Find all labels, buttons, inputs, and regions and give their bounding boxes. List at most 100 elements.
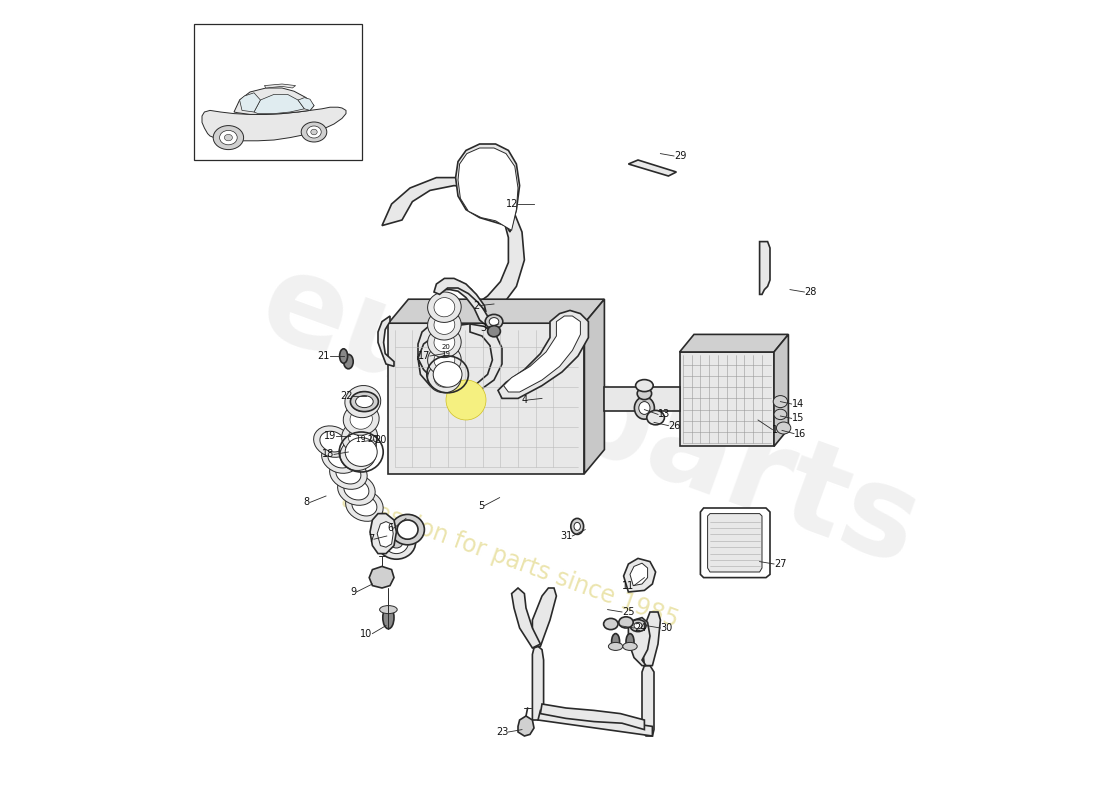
Text: 14: 14	[792, 399, 804, 409]
Ellipse shape	[428, 362, 461, 393]
Ellipse shape	[350, 409, 373, 430]
Text: 18: 18	[321, 450, 334, 459]
Polygon shape	[202, 107, 346, 141]
Ellipse shape	[224, 134, 232, 141]
Polygon shape	[240, 93, 261, 112]
Ellipse shape	[428, 292, 461, 322]
Ellipse shape	[343, 354, 353, 369]
Polygon shape	[370, 566, 394, 588]
Polygon shape	[680, 334, 789, 352]
Ellipse shape	[434, 368, 454, 387]
Ellipse shape	[574, 522, 581, 530]
Ellipse shape	[321, 442, 360, 474]
Ellipse shape	[433, 362, 462, 387]
Polygon shape	[628, 618, 650, 666]
Ellipse shape	[434, 315, 454, 334]
Polygon shape	[264, 84, 296, 88]
Ellipse shape	[623, 642, 637, 650]
Polygon shape	[642, 666, 654, 736]
Ellipse shape	[307, 126, 321, 138]
Ellipse shape	[647, 410, 664, 425]
Text: 13: 13	[658, 410, 670, 419]
Ellipse shape	[301, 122, 327, 142]
Text: 21: 21	[318, 351, 330, 361]
Polygon shape	[498, 310, 588, 398]
Ellipse shape	[384, 531, 408, 554]
Text: 19: 19	[324, 431, 337, 441]
Polygon shape	[707, 514, 762, 572]
Polygon shape	[538, 710, 652, 736]
Ellipse shape	[311, 130, 317, 134]
Text: 22: 22	[340, 391, 352, 401]
Bar	[680, 352, 774, 446]
Bar	[354, 434, 376, 446]
Polygon shape	[458, 148, 518, 230]
Ellipse shape	[328, 447, 353, 468]
Ellipse shape	[352, 391, 374, 412]
Ellipse shape	[619, 617, 634, 628]
Ellipse shape	[340, 438, 376, 470]
Text: 29: 29	[674, 151, 686, 161]
Ellipse shape	[345, 386, 381, 418]
Ellipse shape	[434, 298, 454, 317]
Ellipse shape	[428, 327, 461, 358]
Polygon shape	[630, 563, 648, 586]
Ellipse shape	[397, 520, 418, 539]
Polygon shape	[504, 316, 581, 392]
Text: 24: 24	[634, 623, 647, 633]
Text: 12: 12	[506, 199, 518, 209]
Ellipse shape	[213, 126, 243, 150]
Text: 25: 25	[621, 607, 635, 617]
Polygon shape	[624, 558, 656, 592]
Ellipse shape	[345, 490, 383, 522]
Text: 28: 28	[804, 287, 817, 297]
Ellipse shape	[343, 403, 379, 435]
Polygon shape	[760, 242, 770, 294]
Text: 4: 4	[521, 395, 528, 405]
Polygon shape	[584, 299, 604, 474]
Ellipse shape	[637, 388, 651, 400]
Ellipse shape	[338, 474, 375, 506]
Bar	[388, 323, 584, 474]
Polygon shape	[254, 94, 305, 114]
Polygon shape	[455, 144, 519, 232]
Ellipse shape	[428, 310, 461, 340]
Text: 9: 9	[350, 587, 356, 597]
Text: 15: 15	[792, 414, 804, 423]
Ellipse shape	[352, 495, 377, 516]
Text: 20
19: 20 19	[441, 344, 450, 358]
Bar	[194, 24, 362, 160]
Ellipse shape	[608, 642, 623, 650]
Ellipse shape	[344, 479, 369, 500]
Ellipse shape	[487, 326, 500, 337]
Polygon shape	[628, 160, 676, 176]
Ellipse shape	[355, 396, 373, 408]
Ellipse shape	[434, 333, 454, 352]
Ellipse shape	[635, 397, 654, 419]
Text: 8: 8	[304, 498, 310, 507]
Text: 16: 16	[794, 429, 806, 438]
Ellipse shape	[634, 622, 642, 629]
Polygon shape	[518, 716, 534, 736]
Ellipse shape	[490, 318, 498, 326]
Polygon shape	[540, 704, 645, 730]
Polygon shape	[418, 312, 502, 394]
Text: 7: 7	[367, 534, 374, 544]
Ellipse shape	[330, 458, 367, 490]
Text: a passion for parts since 1985: a passion for parts since 1985	[338, 488, 682, 632]
Text: 27: 27	[774, 559, 786, 569]
Polygon shape	[512, 588, 540, 648]
Text: 11: 11	[621, 581, 634, 590]
Polygon shape	[298, 98, 314, 110]
Polygon shape	[532, 588, 557, 646]
Polygon shape	[774, 334, 789, 446]
Ellipse shape	[428, 345, 461, 375]
Ellipse shape	[351, 392, 378, 411]
Ellipse shape	[383, 606, 394, 629]
Ellipse shape	[639, 402, 650, 414]
Ellipse shape	[345, 438, 377, 466]
Ellipse shape	[390, 514, 425, 545]
Text: 6: 6	[388, 523, 394, 533]
Text: 23: 23	[496, 727, 508, 737]
Polygon shape	[442, 280, 490, 324]
